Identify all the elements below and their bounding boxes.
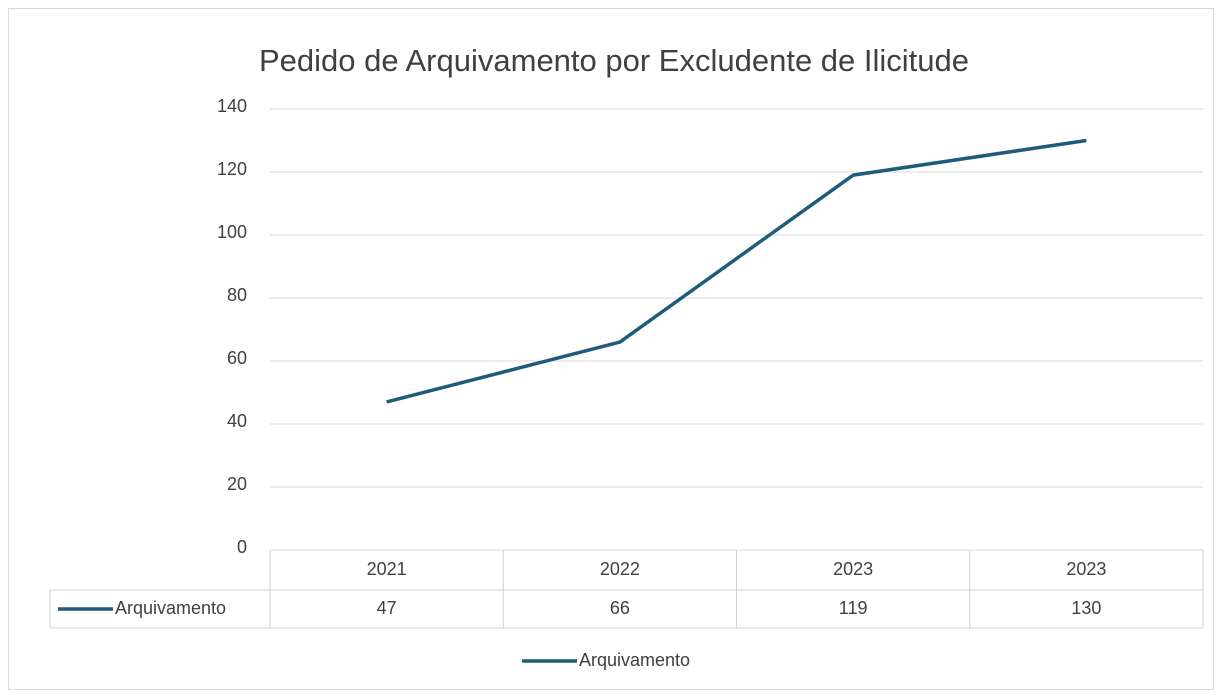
x-tick-label: 2022 [600,559,640,579]
table-value: 130 [1071,598,1101,618]
y-tick-label: 140 [217,96,247,116]
y-tick-label: 40 [227,411,247,431]
table-value: 66 [610,598,630,618]
y-tick-label: 120 [217,159,247,179]
y-tick-label: 100 [217,222,247,242]
table-series-name: Arquivamento [115,598,226,618]
line [386,138,1087,404]
chart-border [8,8,1214,690]
table-value: 47 [377,598,397,618]
x-tick-label: 2023 [833,559,873,579]
y-tick-label: 60 [227,348,247,368]
y-tick-label: 80 [227,285,247,305]
legend-label: Arquivamento [579,650,690,670]
y-tick-label: 0 [237,537,247,557]
table-value: 119 [839,598,868,618]
chart-title: Pedido de Arquivamento por Excludente de… [259,43,969,78]
y-tick-label: 20 [227,474,247,494]
x-tick-label: 2021 [367,559,407,579]
x-tick-label: 2023 [1066,559,1106,579]
